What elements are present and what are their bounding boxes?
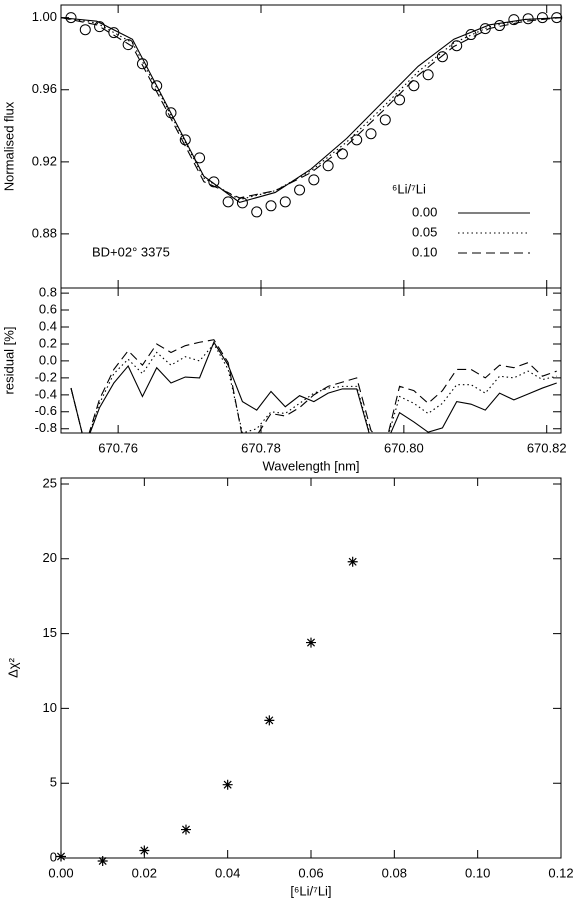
observed-point bbox=[436, 51, 448, 63]
y-tick-label: 25 bbox=[43, 475, 57, 490]
observed-point bbox=[479, 23, 491, 35]
observed-point bbox=[165, 107, 177, 119]
model-line bbox=[60, 17, 562, 199]
observed-point bbox=[379, 114, 391, 126]
legend-label: 0.00 bbox=[412, 204, 437, 219]
y-tick-label: 0.88 bbox=[32, 225, 57, 240]
lines bbox=[70, 339, 557, 433]
x-axis-label: [⁶Li/⁷Li] bbox=[290, 883, 331, 898]
observed-point bbox=[351, 134, 363, 146]
y-tick-label: 0.92 bbox=[32, 153, 57, 168]
plot-frame bbox=[60, 287, 562, 434]
observed-point bbox=[294, 184, 306, 196]
observed-point bbox=[494, 20, 506, 32]
y-tick-label: 0.6 bbox=[39, 301, 57, 316]
y-tick-label: 0.2 bbox=[39, 335, 57, 350]
observed-point bbox=[536, 12, 548, 24]
observed-point bbox=[236, 197, 248, 209]
x-tick-label: 0.06 bbox=[298, 865, 323, 880]
x-tick-label: 0.08 bbox=[382, 865, 407, 880]
observed-point bbox=[94, 21, 106, 33]
y-tick-label: 1.00 bbox=[32, 9, 57, 24]
observed-point bbox=[422, 69, 434, 81]
x-tick-label: 0.10 bbox=[465, 865, 490, 880]
legend-label: 0.10 bbox=[412, 244, 437, 259]
observed-point bbox=[336, 148, 348, 160]
y-axis-label: residual [%] bbox=[1, 327, 16, 395]
star-marker bbox=[222, 779, 233, 790]
model-line bbox=[60, 17, 562, 203]
observed-point bbox=[394, 94, 406, 106]
y-tick-label: 0.0 bbox=[39, 352, 57, 367]
observed-point bbox=[365, 128, 377, 140]
observed-point bbox=[279, 196, 291, 208]
observed-point bbox=[79, 24, 91, 36]
observed-point bbox=[465, 29, 477, 41]
model-line bbox=[70, 339, 557, 433]
annotation: BD+02° 3375 bbox=[92, 244, 170, 259]
plot-frame bbox=[60, 477, 562, 859]
x-axis-label: Wavelength [nm] bbox=[262, 458, 359, 473]
legend-label: 0.05 bbox=[412, 224, 437, 239]
model-line bbox=[60, 17, 562, 201]
observed-point bbox=[122, 39, 134, 51]
y-tick-label: 0.96 bbox=[32, 81, 57, 96]
observed-point bbox=[408, 80, 420, 92]
model-line bbox=[70, 341, 557, 433]
y-tick-label: 0.8 bbox=[39, 285, 57, 300]
observed-point bbox=[522, 13, 534, 25]
observed-point bbox=[551, 12, 563, 24]
observed-point bbox=[508, 14, 520, 26]
observed-point bbox=[194, 152, 206, 164]
y-axis-label: Normalised flux bbox=[1, 101, 16, 191]
star-marker bbox=[347, 556, 358, 567]
x-tick-label: 670.82 bbox=[527, 440, 567, 455]
star-marker bbox=[56, 851, 66, 862]
observed-point bbox=[179, 134, 191, 146]
observed-point bbox=[108, 27, 120, 39]
y-tick-label: 10 bbox=[43, 700, 57, 715]
y-tick-label: -0.4 bbox=[35, 386, 57, 401]
x-tick-label: 0.02 bbox=[132, 865, 157, 880]
y-tick-label: 0.4 bbox=[39, 318, 57, 333]
legend-title: ⁶Li/⁷Li bbox=[392, 181, 426, 196]
x-tick-label: 670.80 bbox=[384, 440, 424, 455]
star-marker bbox=[181, 824, 191, 835]
y-tick-label: -0.2 bbox=[35, 369, 57, 384]
observed-point bbox=[222, 196, 234, 208]
y-tick-label: -0.6 bbox=[35, 403, 57, 418]
observed-point bbox=[65, 12, 77, 24]
x-tick-label: 0.00 bbox=[48, 865, 73, 880]
x-tick-label: 670.78 bbox=[241, 440, 281, 455]
star-marker bbox=[306, 637, 316, 648]
star-marker bbox=[264, 715, 275, 726]
observed-point bbox=[265, 200, 277, 212]
observed-point bbox=[451, 40, 463, 52]
star-marker bbox=[139, 845, 150, 856]
observed-point bbox=[322, 160, 334, 172]
y-tick-label: 20 bbox=[43, 550, 57, 565]
y-tick-label: 15 bbox=[43, 625, 57, 640]
observed-point bbox=[308, 174, 320, 186]
observed-point bbox=[151, 80, 163, 92]
observed-point bbox=[136, 58, 148, 70]
y-tick-label: -0.8 bbox=[35, 420, 57, 435]
observed-point bbox=[208, 176, 220, 188]
model-line bbox=[70, 343, 557, 433]
y-tick-label: 5 bbox=[50, 775, 57, 790]
star-marker bbox=[97, 855, 108, 866]
x-tick-label: 0.04 bbox=[215, 865, 240, 880]
x-tick-label: 0.12 bbox=[548, 865, 573, 880]
observed-point bbox=[251, 206, 263, 218]
y-tick-label: 0 bbox=[50, 849, 57, 864]
y-axis-label: Δχ² bbox=[5, 657, 20, 678]
lines bbox=[60, 17, 562, 203]
x-tick-label: 670.76 bbox=[98, 440, 138, 455]
